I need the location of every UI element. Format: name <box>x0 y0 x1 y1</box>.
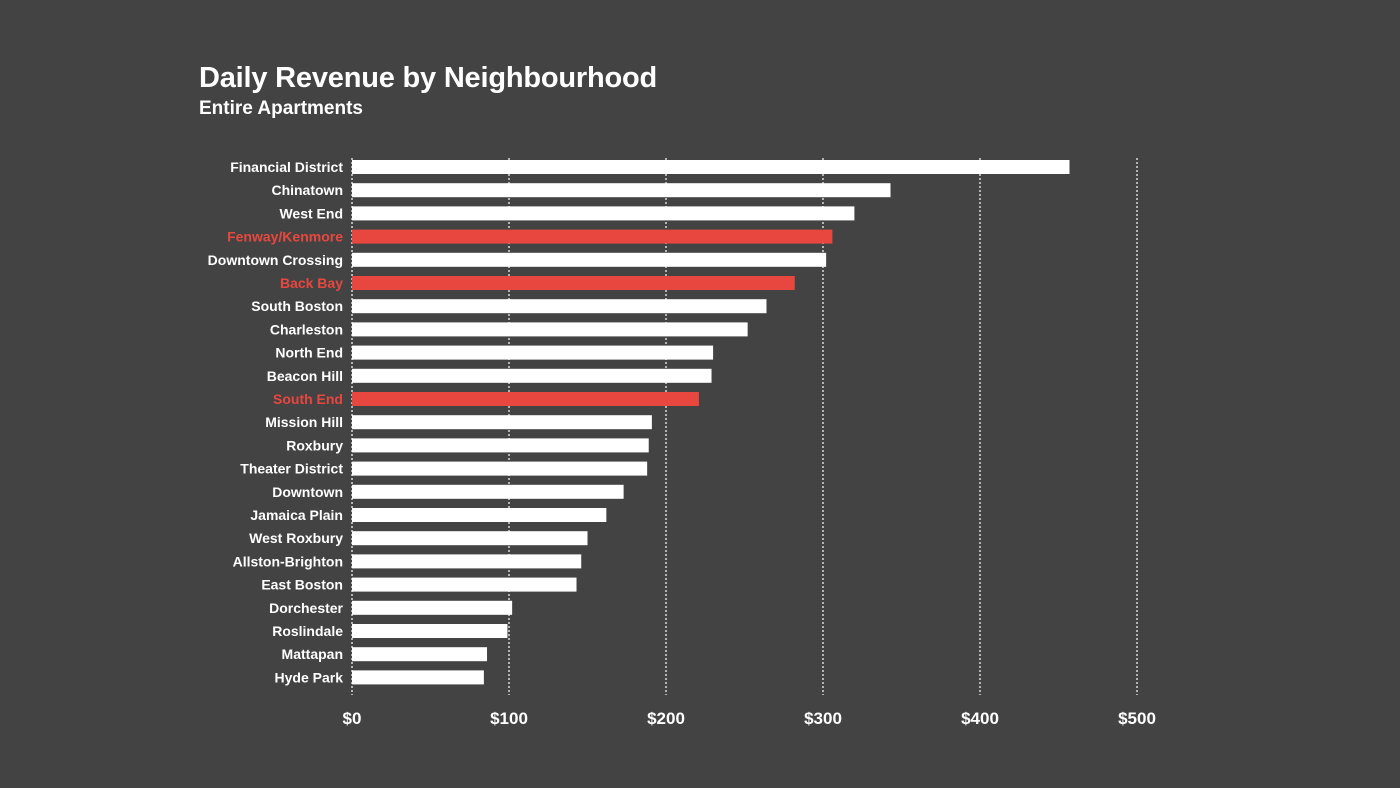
bar-west-end <box>352 206 855 221</box>
category-label: West End <box>279 205 343 221</box>
chart-subtitle: Entire Apartments <box>199 98 363 119</box>
bar-dorchester <box>352 600 513 615</box>
bar-south-boston <box>352 299 767 314</box>
bars <box>352 160 1070 685</box>
bar-downtown <box>352 484 624 499</box>
bar-roxbury <box>352 438 649 453</box>
category-label: Roslindale <box>272 623 343 639</box>
category-label: Hyde Park <box>275 669 344 685</box>
x-tick-label: $300 <box>804 709 842 728</box>
category-label: Back Bay <box>280 275 343 291</box>
category-label: East Boston <box>261 577 343 593</box>
category-label: Dorchester <box>269 600 343 616</box>
category-label: Downtown Crossing <box>208 252 343 268</box>
category-label: Financial District <box>230 159 343 175</box>
bar-allston-brighton <box>352 554 582 569</box>
bar-theater-district <box>352 461 648 476</box>
category-label: North End <box>275 345 343 361</box>
bar-south-end <box>352 392 699 406</box>
category-label: Charleston <box>270 321 343 337</box>
chart-title: Daily Revenue by Neighbourhood <box>199 62 658 94</box>
x-tick-label: $400 <box>961 709 999 728</box>
bar-north-end <box>352 345 714 360</box>
category-label: South End <box>273 391 343 407</box>
bar-mattapan <box>352 647 488 662</box>
category-label: Fenway/Kenmore <box>227 229 343 245</box>
bar-financial-district <box>352 160 1070 174</box>
category-label: West Roxbury <box>249 530 343 546</box>
category-label: Downtown <box>272 484 343 500</box>
x-tick-label: $100 <box>490 709 528 728</box>
bar-hyde-park <box>352 670 484 685</box>
bar-west-roxbury <box>352 531 588 546</box>
category-label: Theater District <box>240 461 343 477</box>
category-label: South Boston <box>251 298 343 314</box>
x-axis-tick-labels: $0 $100 $200 $300 $400 $500 <box>343 709 1156 728</box>
bar-fenway-kenmore <box>352 229 833 244</box>
category-label: Beacon Hill <box>267 368 343 384</box>
x-tick-label: $0 <box>343 709 362 728</box>
category-labels: Financial District Chinatown West End Fenwa… <box>208 159 344 685</box>
bar-east-boston <box>352 577 577 592</box>
bar-roslindale <box>352 624 508 638</box>
bar-beacon-hill <box>352 368 712 383</box>
category-label: Chinatown <box>271 182 343 198</box>
category-label: Allston-Brighton <box>233 553 343 569</box>
x-tick-label: $500 <box>1118 709 1156 728</box>
bar-downtown-crossing <box>352 252 827 267</box>
bar-back-bay <box>352 276 795 290</box>
bar-charleston <box>352 322 748 337</box>
category-label: Mattapan <box>282 646 343 662</box>
x-tick-label: $200 <box>647 709 685 728</box>
bar-jamaica-plain <box>352 508 607 522</box>
category-label: Mission Hill <box>265 414 343 430</box>
category-label: Roxbury <box>286 437 343 453</box>
bar-chinatown <box>352 183 891 198</box>
category-label: Jamaica Plain <box>250 507 343 523</box>
bar-mission-hill <box>352 415 652 430</box>
